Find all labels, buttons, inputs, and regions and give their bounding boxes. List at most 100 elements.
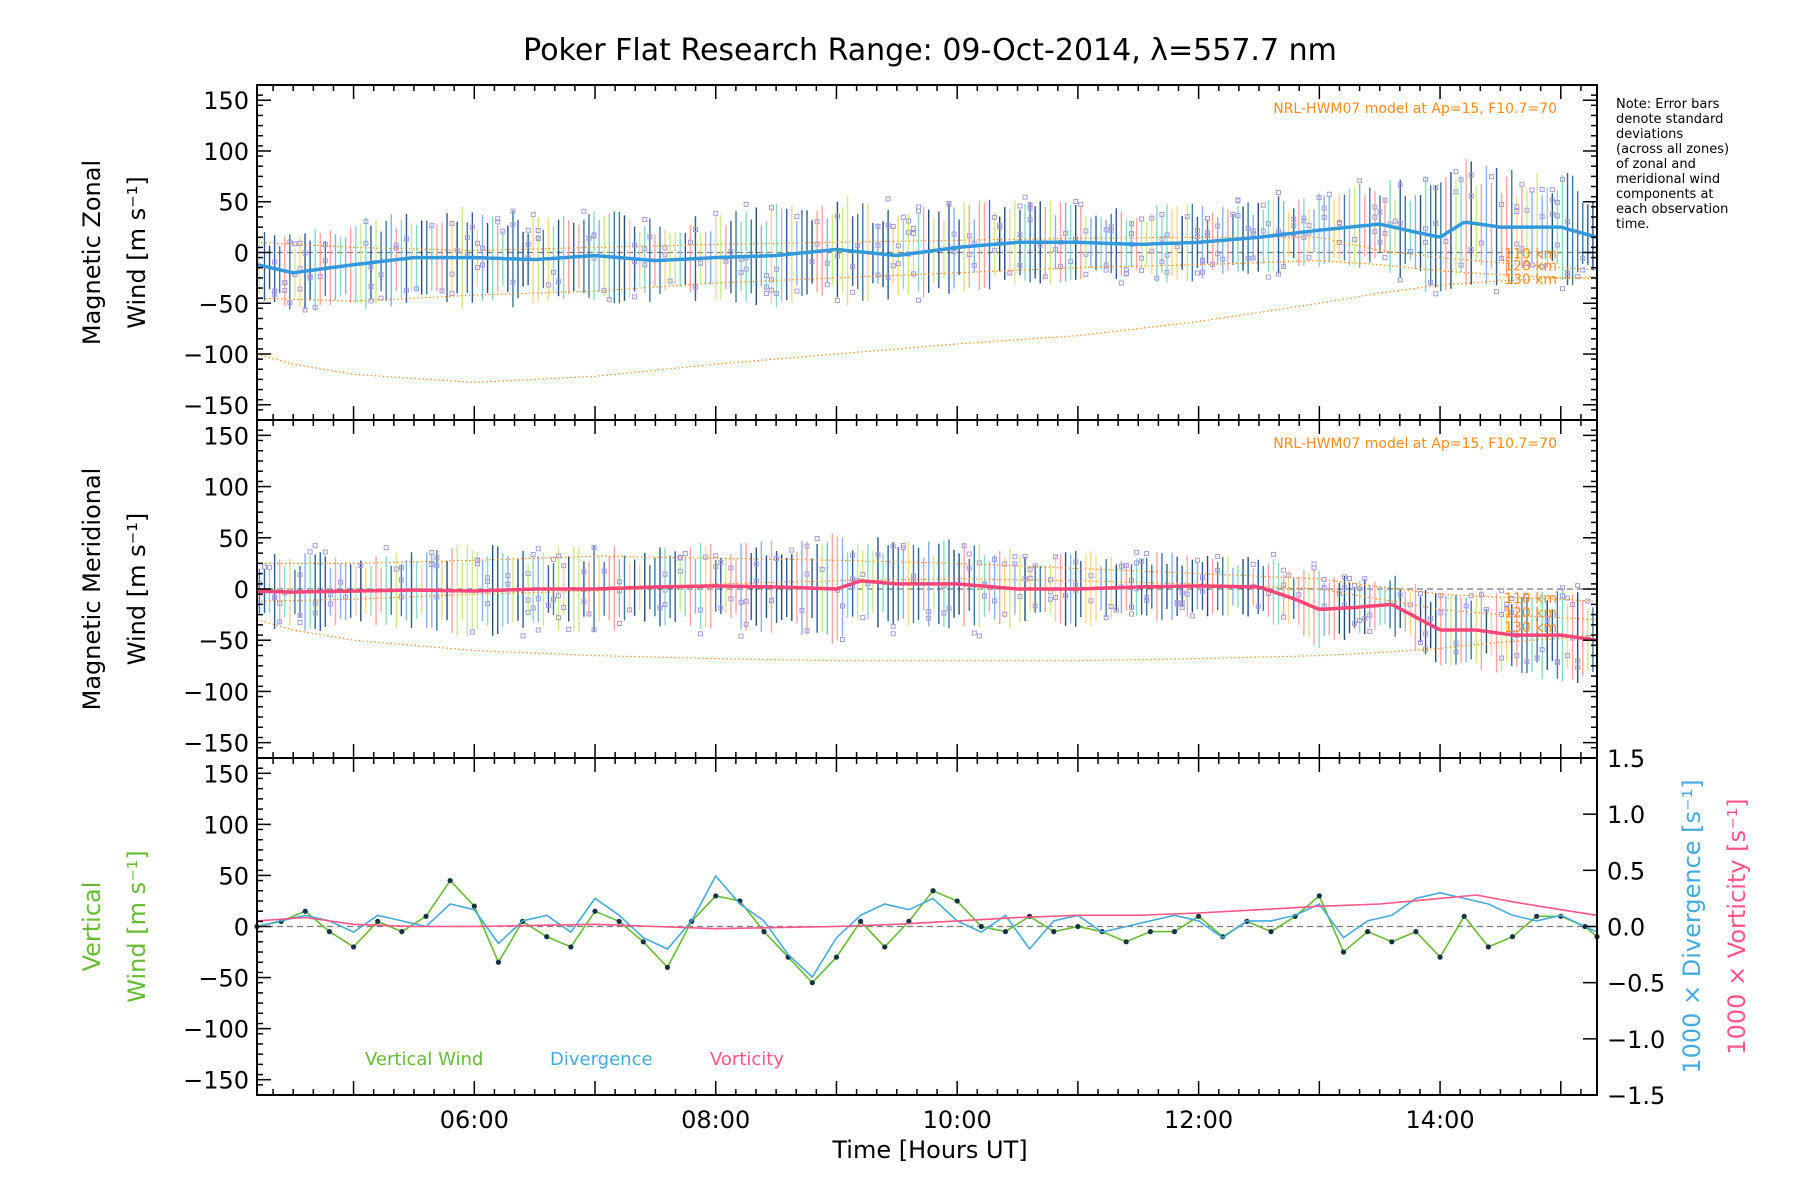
vertical-wind-point [640,939,646,945]
zone-point [550,596,556,602]
model-altitude-label: 120 km [1504,259,1557,275]
zone-point [1027,575,1033,581]
zone-point [1250,231,1256,237]
zone-point [698,607,704,613]
vertical-wind-point [761,929,767,935]
right-y-tick-label: 0.0 [1607,914,1645,942]
zone-point [1199,575,1205,581]
zone-point [312,543,318,549]
zone-point [910,271,916,277]
zone-point [606,297,612,303]
zone-point [485,601,491,607]
zone-point [1149,215,1155,221]
zone-point [1341,574,1347,580]
zone-point [1174,244,1180,250]
x-tick-label: 08:00 [681,1106,750,1134]
zone-point [1052,554,1058,560]
zone-point [1291,223,1297,229]
zone-point [1103,615,1109,621]
vertical-wind-point [930,888,936,894]
zone-point [403,236,409,242]
zone-point [1488,174,1494,180]
zone-point [753,561,759,567]
zone-point [581,569,587,575]
y-tick-label: −50 [198,627,249,655]
zone-point [677,568,683,574]
zone-point [799,607,805,613]
zone-point [1575,658,1581,664]
y-tick-label: 100 [203,138,249,166]
zone-point [809,259,815,265]
zone-point [1245,255,1251,261]
zone-point [789,547,795,553]
zone-point [525,242,531,248]
zone-point [282,280,288,286]
zone-point [763,284,769,290]
zone-point [561,563,567,569]
y-tick-label: −150 [183,730,249,758]
mean-wind-line [256,579,1598,642]
zone-point [581,208,587,214]
zone-point [1088,598,1094,604]
zone-point [1453,640,1459,646]
y-tick-label: −150 [183,392,249,420]
zone-point [875,242,881,248]
zone-point [1559,286,1565,292]
zone-point [1580,255,1586,261]
y-tick-label: 50 [218,189,249,217]
zone-point [312,600,318,606]
vertical-wind-point [978,923,984,930]
zone-point [287,300,293,306]
zone-point [1159,259,1165,265]
zone-point [1174,601,1180,607]
zone-point [824,282,830,288]
zone-point [682,550,688,556]
vertical-wind-point [1268,929,1274,935]
zone-point [1103,262,1109,268]
zone-point [1083,251,1089,257]
vertical-wind-point [568,944,574,950]
zone-point [464,234,470,240]
zone-point [495,219,501,225]
zone-point [302,250,308,256]
y-tick-label: −100 [183,341,249,369]
zone-point [1539,214,1545,220]
zone-point [1002,611,1008,617]
zone-point [297,613,303,619]
chart-title: Poker Flat Research Range: 09-Oct-2014, … [523,33,1337,68]
y-tick-label: −50 [198,290,249,318]
zone-point [1428,280,1434,286]
zone-point [1423,631,1429,637]
vertical-wind-point [592,908,598,914]
zone-point [1276,271,1282,277]
zone-point [378,272,384,278]
zone-point [728,596,734,602]
zone-point [1022,553,1028,559]
zone-point [692,284,698,290]
zone-point [743,201,749,207]
model-altitude-label: 110 km [1504,247,1557,263]
zone-point [1139,216,1145,222]
zone-point [1002,561,1008,567]
y-tick-label: 0 [234,914,249,942]
model-curve-110km [256,236,1598,271]
zone-point [753,578,759,584]
x-tick-label: 06:00 [440,1106,509,1134]
zone-point [530,605,536,611]
zone-point [1194,557,1200,563]
y-tick-label: 50 [218,525,249,553]
zone-point [1554,659,1560,665]
vertical-wind-point [809,980,815,986]
zone-point [1291,216,1297,222]
zone-point [804,628,810,634]
zone-point [662,252,668,258]
zone-point [469,224,475,230]
zone-point [1499,655,1505,661]
vertical-wind-point [1509,934,1516,940]
vertical-wind-point [423,913,429,919]
vertical-wind-point [1461,913,1467,919]
panel-meridional: NRL-HWM07 model at Ap=15, F10.7=70 110 km… [78,419,1598,759]
mean-wind-line [256,220,1598,275]
zone-point [1164,269,1170,275]
zone-point [586,235,592,241]
